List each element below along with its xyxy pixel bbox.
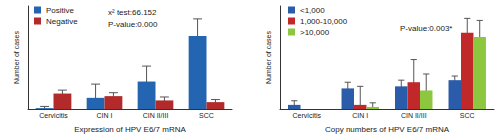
svg-text:Number of cases: Number of cases [265,31,272,84]
svg-text:P-value:0.003*: P-value:0.003* [400,24,452,33]
svg-text:>10,000: >10,000 [300,28,330,37]
svg-text:CIN II/III: CIN II/III [401,112,427,119]
svg-text:Cervicitis: Cervicitis [39,112,68,119]
svg-text:SCC: SCC [460,112,475,119]
svg-text:x² test:66.152: x² test:66.152 [108,8,157,17]
svg-text:<1,000: <1,000 [300,6,325,15]
svg-text:Positive: Positive [46,6,75,15]
svg-text:CIN II/III: CIN II/III [143,112,169,119]
svg-text:1,000-10,000: 1,000-10,000 [300,17,348,26]
svg-text:Cervicitis: Cervicitis [293,112,322,119]
svg-text:Negative: Negative [46,17,78,26]
svg-text:CIN I: CIN I [352,112,368,119]
svg-text:CIN I: CIN I [97,112,113,119]
svg-text:Number of cases: Number of cases [13,31,20,84]
svg-text:Copy numbers of HPV E6/7 mRNA: Copy numbers of HPV E6/7 mRNA [325,125,450,134]
svg-text:P-value:0.000: P-value:0.000 [108,20,158,29]
svg-text:Expression of HPV E6/7 mRNA: Expression of HPV E6/7 mRNA [74,125,186,134]
svg-text:SCC: SCC [199,112,214,119]
